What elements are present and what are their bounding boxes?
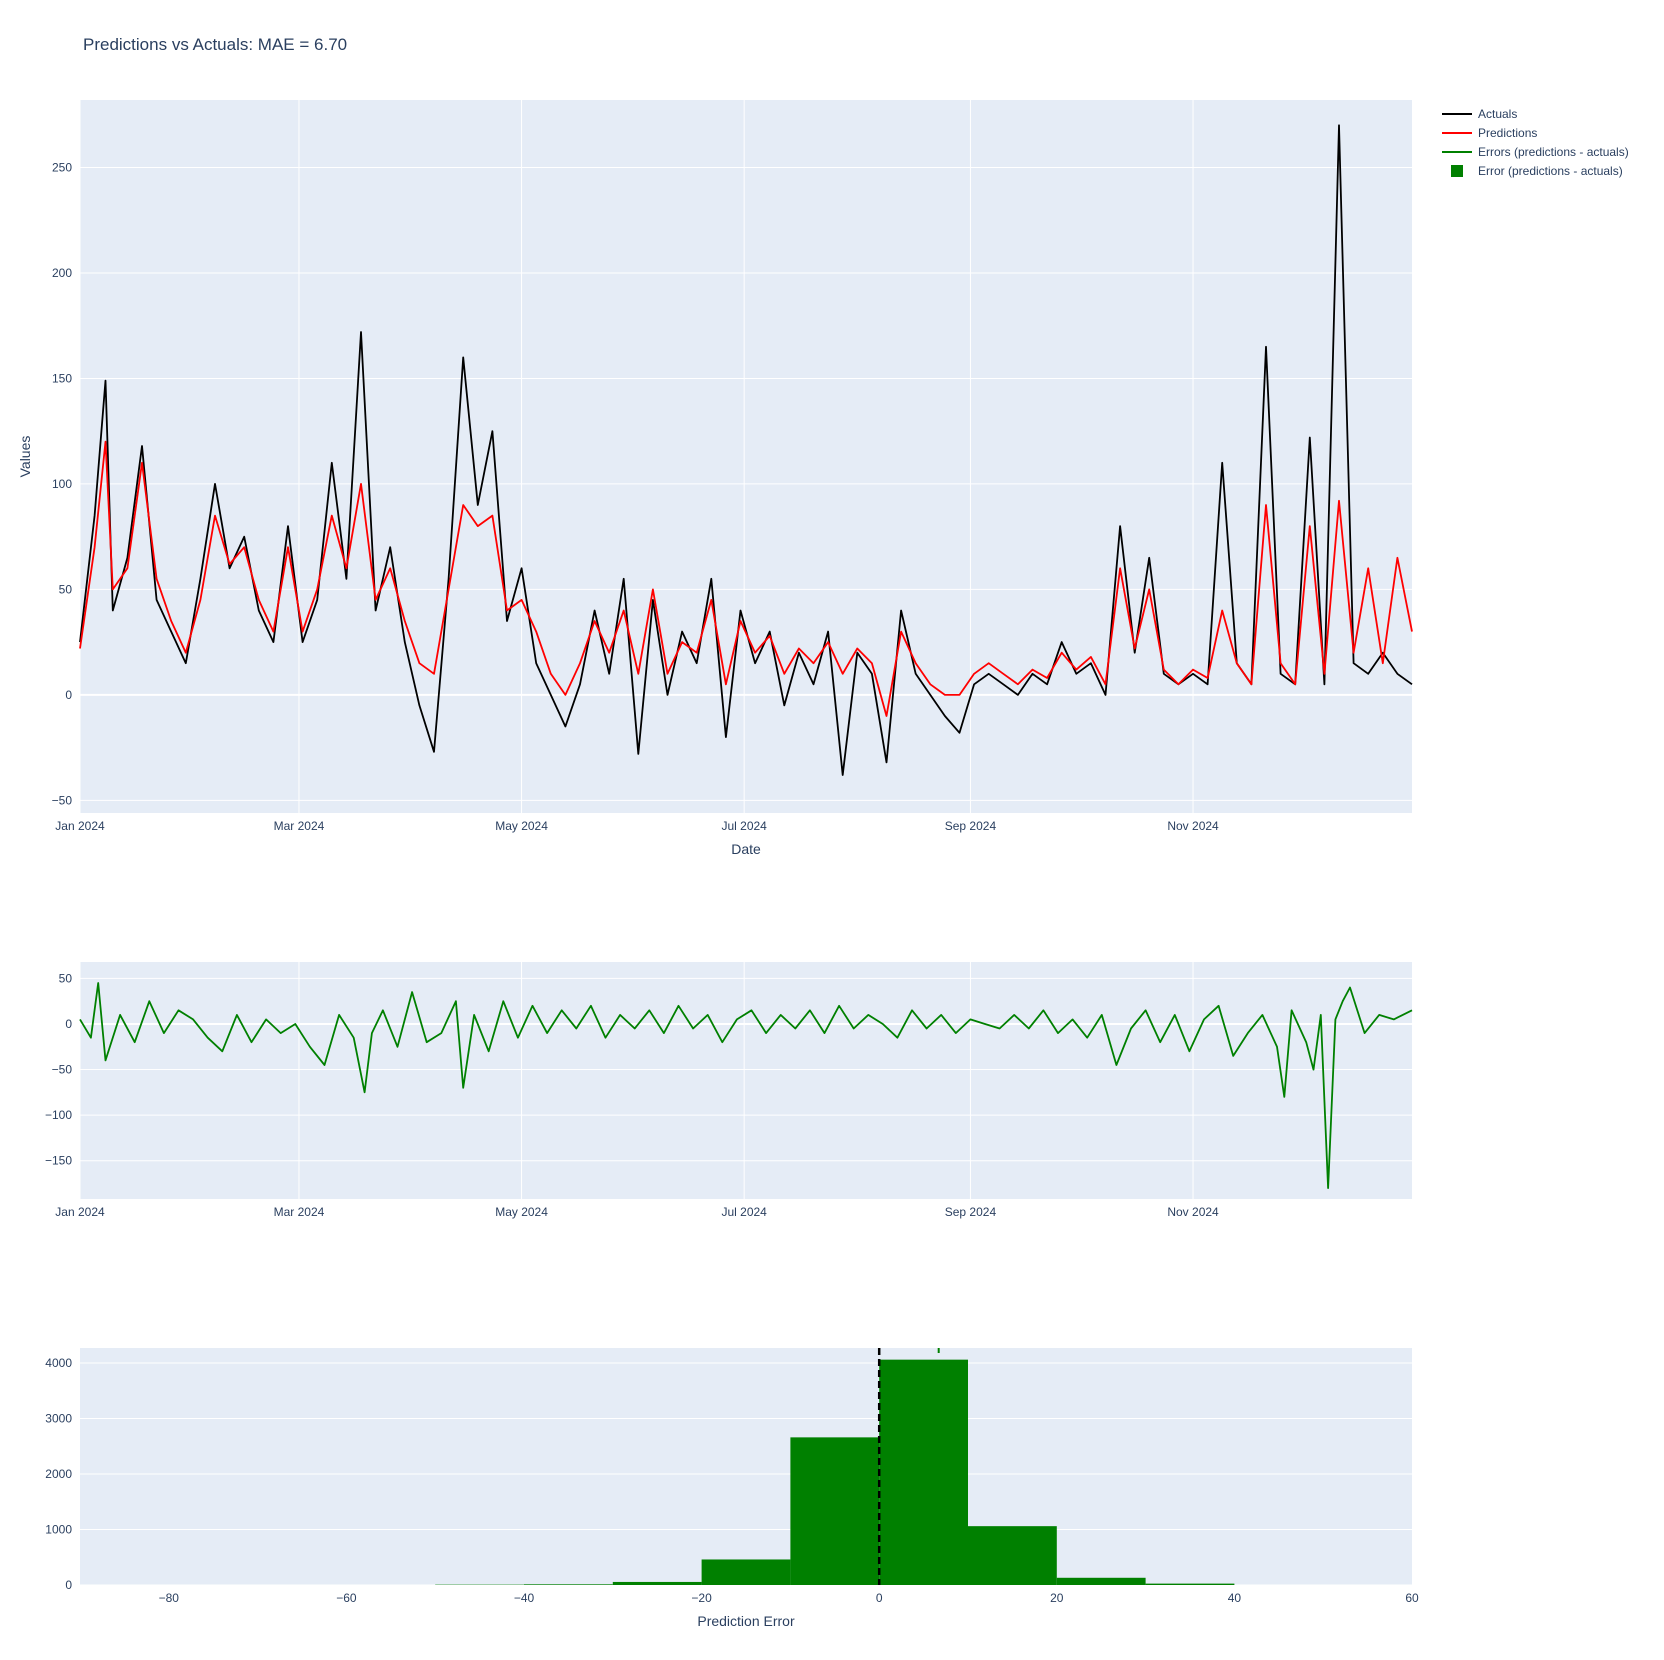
timeseries-ytick-label: 200 (52, 266, 72, 280)
errors-xtick-label: May 2024 (495, 1205, 548, 1219)
timeseries-xtick-label: Jan 2024 (55, 819, 105, 833)
legend-label-predictions: Predictions (1478, 126, 1537, 140)
timeseries-x-axis-title: Date (731, 841, 761, 857)
histogram-xtick-label: 20 (1050, 1591, 1064, 1605)
timeseries-panel: −50 0 50 100 150 200 250 Jan 2024 Mar 2024 May 20… (17, 100, 1413, 857)
timeseries-plot-area (80, 100, 1412, 813)
legend-item-predictions[interactable]: Predictions (1442, 126, 1537, 140)
histogram-xtick-label: −20 (691, 1591, 712, 1605)
legend-square-error (1451, 165, 1463, 177)
timeseries-ytick-label: 250 (52, 161, 72, 175)
histogram-bar (524, 1584, 613, 1585)
histogram-ytick-label: 4000 (45, 1356, 72, 1370)
errors-plot-area (80, 962, 1412, 1199)
timeseries-y-axis-title: Values (17, 436, 33, 478)
timeseries-ytick-label: 0 (65, 688, 72, 702)
errors-panel: −150 −100 −50 0 50 Jan 2024 Mar 2024 May 2024 Ju… (45, 962, 1413, 1219)
errors-ytick-label: −150 (45, 1154, 72, 1168)
histogram-ytick-label: 0 (65, 1578, 72, 1592)
timeseries-xtick-label: May 2024 (495, 819, 548, 833)
timeseries-xtick-label: Nov 2024 (1167, 819, 1219, 833)
histogram-bar (968, 1526, 1057, 1585)
timeseries-ytick-label: 100 (52, 477, 72, 491)
timeseries-series-actuals (79, 124, 1413, 776)
histogram-x-axis-title: Prediction Error (697, 1613, 795, 1629)
histogram-bar (701, 1559, 791, 1585)
legend[interactable]: Actuals Predictions Errors (predictions … (1442, 107, 1629, 178)
histogram-xtick-label: 60 (1405, 1591, 1419, 1605)
histogram-xtick-label: −80 (159, 1591, 180, 1605)
timeseries-ytick-label: −50 (52, 793, 73, 807)
histogram-xtick-label: −60 (336, 1591, 357, 1605)
errors-xtick-label: Nov 2024 (1167, 1205, 1219, 1219)
histogram-bar (612, 1581, 702, 1585)
chart-title: Predictions vs Actuals: MAE = 6.70 (83, 35, 347, 54)
histogram-bar (1056, 1577, 1146, 1585)
legend-label-error-hist: Error (predictions - actuals) (1478, 164, 1623, 178)
errors-xtick-label: Mar 2024 (274, 1205, 325, 1219)
errors-series-errors-predictions-actuals (79, 982, 1413, 1189)
errors-xtick-label: Jul 2024 (721, 1205, 767, 1219)
errors-xtick-label: Sep 2024 (945, 1205, 997, 1219)
errors-ytick-label: −100 (45, 1108, 72, 1122)
timeseries-xtick-label: Sep 2024 (945, 819, 997, 833)
timeseries-xtick-label: Mar 2024 (274, 819, 325, 833)
timeseries-ytick-label: 150 (52, 371, 72, 385)
histogram-bar (1145, 1583, 1235, 1585)
histogram-xtick-label: 40 (1228, 1591, 1242, 1605)
legend-label-actuals: Actuals (1478, 107, 1517, 121)
timeseries-xtick-label: Jul 2024 (721, 819, 767, 833)
legend-item-errors-line[interactable]: Errors (predictions - actuals) (1442, 145, 1629, 159)
legend-item-error-hist[interactable]: Error (predictions - actuals) (1451, 164, 1623, 178)
histogram-xtick-label: −40 (514, 1591, 535, 1605)
histogram-plot-area (80, 1348, 1412, 1585)
errors-ytick-label: 0 (65, 1017, 72, 1031)
histogram-bar (879, 1359, 968, 1585)
histogram-bar (790, 1437, 880, 1585)
legend-label-errors-line: Errors (predictions - actuals) (1478, 145, 1629, 159)
errors-ytick-label: −50 (52, 1063, 73, 1077)
histogram-ytick-label: 3000 (45, 1411, 72, 1425)
errors-xtick-label: Jan 2024 (55, 1205, 105, 1219)
histogram-panel: 0 1000 2000 3000 4000 −80 −60 −40 −20 0 20 40 60 Pred… (45, 1348, 1419, 1629)
errors-ytick-label: 50 (59, 971, 73, 985)
histogram-xtick-label: 0 (876, 1591, 883, 1605)
timeseries-series-predictions (79, 440, 1413, 717)
timeseries-ytick-label: 50 (59, 582, 73, 596)
histogram-ytick-label: 2000 (45, 1467, 72, 1481)
legend-item-actuals[interactable]: Actuals (1442, 107, 1517, 121)
histogram-ytick-label: 1000 (45, 1522, 72, 1536)
